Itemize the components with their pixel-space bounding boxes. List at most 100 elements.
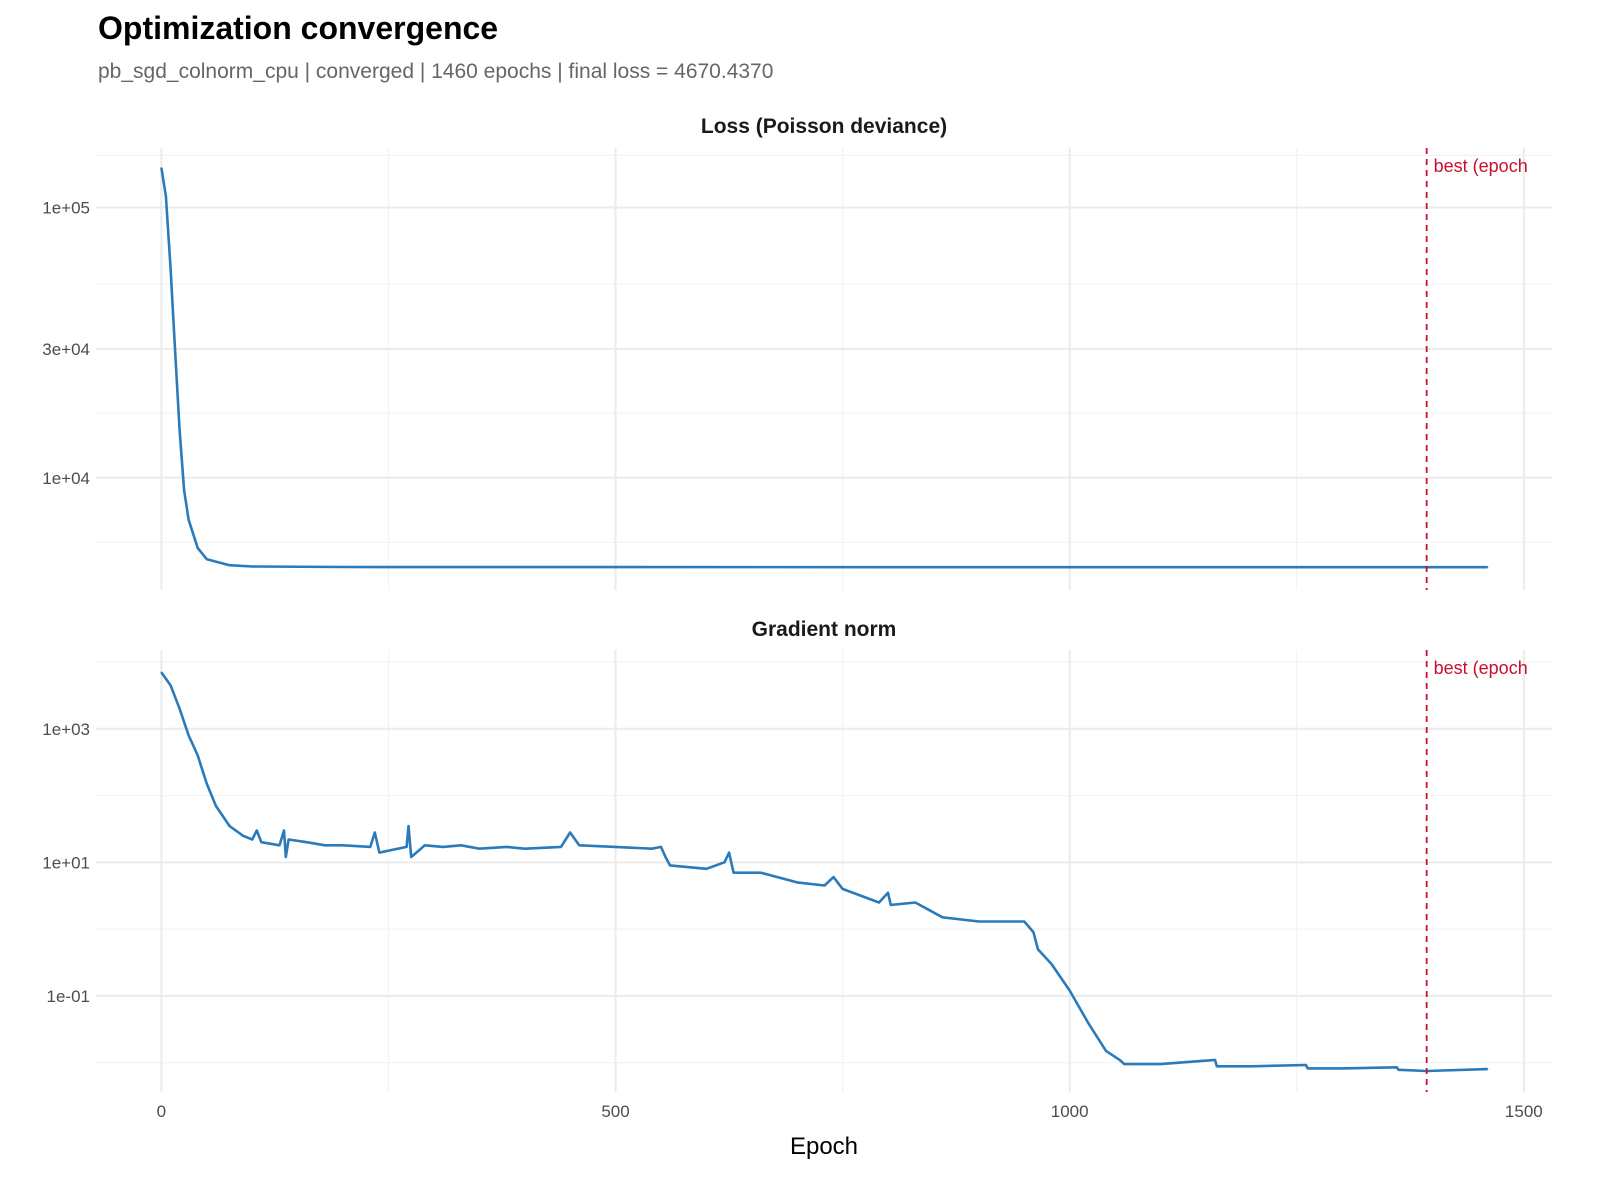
series-line-loss [160, 167, 1488, 569]
data-point [405, 846, 408, 848]
data-point [160, 671, 163, 674]
data-point [478, 847, 481, 850]
data-point [1068, 989, 1071, 992]
data-point [1032, 931, 1035, 933]
data-point [342, 566, 344, 568]
series-line-grad_norm [160, 671, 1488, 1073]
best-epoch-label: best (epoch [1434, 658, 1528, 678]
data-point [251, 565, 254, 568]
data-point [1486, 566, 1489, 568]
data-point [285, 856, 287, 858]
data-point [878, 901, 880, 904]
data-point [169, 684, 172, 686]
x-tick-label: 1500 [1505, 1102, 1543, 1121]
data-point [941, 916, 944, 919]
data-point [196, 754, 199, 757]
data-point [705, 867, 708, 870]
data-point [1068, 566, 1071, 568]
data-point [183, 489, 185, 491]
chart-subtitle: pb_sgd_colnorm_cpu | converged | 1460 ep… [98, 60, 774, 83]
data-point [342, 844, 344, 847]
data-point [1123, 1063, 1125, 1065]
data-point [187, 734, 190, 737]
data-point [228, 825, 231, 827]
data-point [760, 871, 762, 874]
data-point [251, 838, 254, 841]
data-point [374, 831, 376, 834]
x-axis-label: Epoch [790, 1133, 858, 1160]
data-point [228, 564, 231, 567]
data-point [165, 195, 167, 198]
data-point [914, 901, 917, 904]
data-point [664, 856, 667, 858]
panel-0: 1e+05 3e+04 1e+04 Loss (Poisson deviance) be… [42, 115, 1552, 590]
data-point [732, 871, 735, 874]
chart-title: Optimization convergence [98, 10, 499, 46]
data-point [887, 891, 889, 894]
data-point [187, 518, 190, 521]
data-point [324, 844, 326, 847]
data-point [178, 707, 181, 710]
y-tick-label: 1e-01 [47, 987, 90, 1006]
data-point [560, 846, 562, 848]
data-point [1050, 963, 1053, 965]
data-point [978, 920, 980, 923]
data-point [196, 547, 199, 549]
data-point [160, 167, 163, 169]
data-point [1159, 1063, 1162, 1065]
data-point [841, 888, 844, 890]
y-tick-label: 1e+03 [42, 720, 90, 739]
data-point [1118, 1059, 1121, 1061]
x-tick-label: 0 [157, 1102, 166, 1121]
data-point [305, 841, 308, 844]
data-point [660, 846, 662, 848]
data-point [823, 884, 826, 887]
data-point [523, 847, 526, 850]
data-point [442, 846, 444, 848]
data-point [505, 846, 508, 848]
data-point [424, 844, 426, 847]
data-point [1397, 1069, 1400, 1071]
data-point [669, 864, 671, 867]
x-tick-label: 500 [601, 1102, 629, 1121]
data-point [287, 838, 290, 841]
data-point [255, 829, 258, 832]
data-point [832, 876, 835, 878]
data-point [410, 856, 412, 858]
data-point [889, 904, 892, 906]
data-point [215, 805, 217, 807]
data-point [1395, 1066, 1398, 1069]
data-point [169, 266, 172, 269]
data-point [1486, 1068, 1489, 1070]
data-point [614, 846, 617, 848]
data-point [206, 782, 208, 785]
data-point [283, 829, 285, 832]
data-point [1023, 920, 1026, 923]
data-point [278, 844, 281, 847]
data-point [1250, 1065, 1253, 1068]
data-point [460, 844, 462, 847]
data-point [728, 851, 730, 854]
y-tick-label: 1e+01 [42, 853, 90, 872]
data-point [723, 861, 726, 864]
panel-title: Loss (Poisson deviance) [701, 115, 947, 138]
data-point [1214, 1059, 1216, 1061]
data-point [378, 851, 381, 854]
data-point [174, 348, 176, 350]
data-point [651, 847, 653, 850]
best-epoch-label: best (epoch [1434, 156, 1528, 176]
data-point [1306, 1067, 1309, 1070]
y-tick-label: 1e+04 [42, 469, 90, 488]
data-point [578, 844, 581, 847]
data-point [796, 881, 799, 884]
panel-1: 1e+03 1e+01 1e-01 Gradient norm best (epoch [42, 618, 1552, 1092]
data-point [569, 831, 571, 834]
data-point [1087, 1021, 1089, 1024]
y-tick-label: 1e+05 [42, 198, 90, 217]
data-point [1037, 948, 1039, 950]
data-point [369, 846, 372, 848]
data-point [260, 841, 263, 844]
y-tick-label: 3e+04 [42, 340, 90, 359]
data-point [407, 825, 410, 827]
